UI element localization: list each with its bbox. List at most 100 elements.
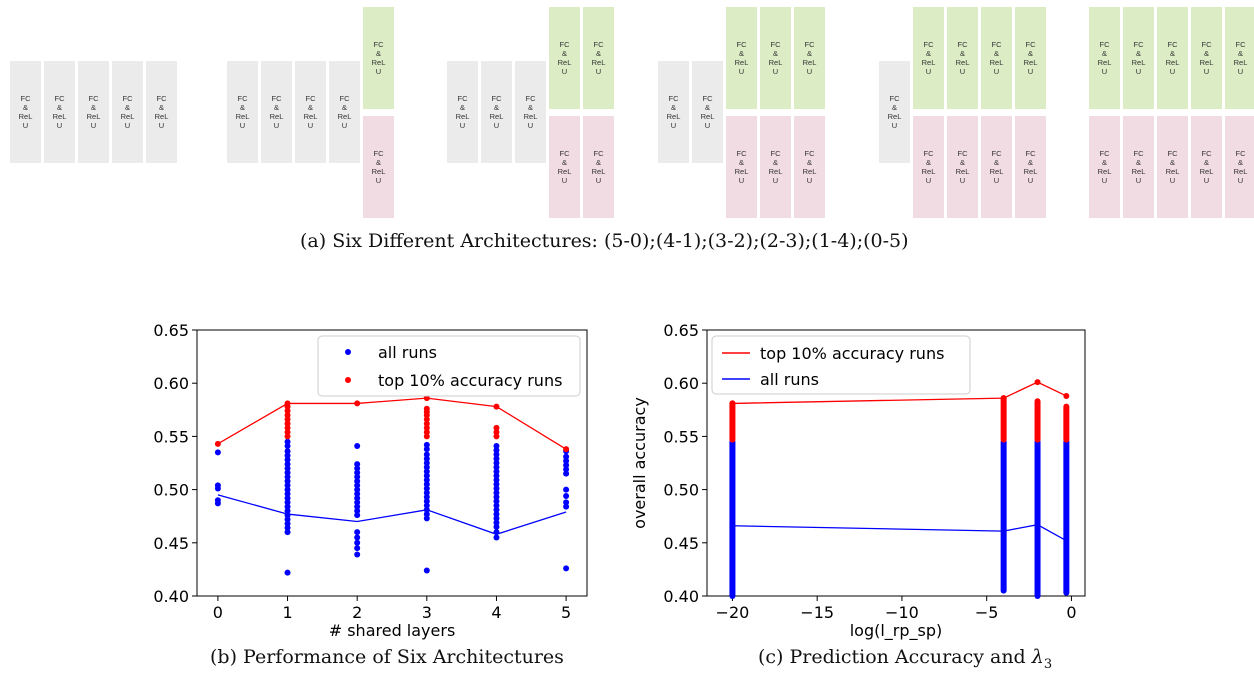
all-runs-point xyxy=(423,451,430,458)
top-runs-point xyxy=(423,424,430,431)
shared-layer-block: FC & ReL U xyxy=(515,61,546,163)
top-runs-point xyxy=(284,412,291,419)
x-tick-label: 3 xyxy=(422,603,432,622)
all-runs-point xyxy=(284,438,291,445)
top-runs-point xyxy=(284,407,291,414)
all-runs-point xyxy=(493,511,500,518)
all-runs-point xyxy=(423,460,430,466)
all-runs-point xyxy=(354,495,361,502)
all-runs-point xyxy=(493,489,500,496)
task-specific-layer-block-top: FC & ReL U xyxy=(726,7,757,109)
legend-all-runs-marker xyxy=(345,349,351,355)
top-runs-point xyxy=(493,429,500,436)
shared-layer-block: FC & ReL U xyxy=(261,61,292,163)
all-runs-point xyxy=(354,461,361,468)
all-runs-mean-line xyxy=(732,524,1067,542)
legend-top-runs-label: top 10% accuracy runs xyxy=(760,344,944,363)
all-runs-point xyxy=(493,494,500,501)
all-runs-point xyxy=(493,481,500,488)
top-runs-point xyxy=(284,433,291,440)
top-runs-mean-line xyxy=(732,381,1067,405)
all-runs-point xyxy=(354,499,361,506)
task-specific-layer-block-top: FC & ReL U xyxy=(794,7,825,109)
all-runs-point xyxy=(493,442,500,449)
caption-c: (c) Prediction Accuracy and λ3 xyxy=(758,646,1053,672)
all-runs-point xyxy=(493,460,500,466)
all-runs-point xyxy=(354,545,361,552)
plot-frame xyxy=(706,329,1086,597)
all-runs-point xyxy=(284,569,291,576)
all-runs-point xyxy=(563,453,570,460)
all-runs-point xyxy=(563,565,570,572)
all-runs-point xyxy=(284,507,291,514)
x-tick-label: −20 xyxy=(716,603,750,622)
task-specific-layer-block-bottom: FC & ReL U xyxy=(760,116,791,218)
top-runs-point xyxy=(423,433,430,440)
all-runs-point xyxy=(284,456,291,463)
all-runs-point xyxy=(284,478,291,485)
task-specific-layer-block-bottom: FC & ReL U xyxy=(583,116,614,218)
all-runs-point xyxy=(563,486,570,493)
chart-log-lambda: 0.40 0.45 0.50 0.55 0.60 0.65 −20 −15 −10 −5 0 log(… xyxy=(630,321,1086,640)
x-tick-label: 0 xyxy=(1066,603,1076,622)
all-runs-point xyxy=(354,512,361,519)
x-tick-label: −10 xyxy=(885,603,919,622)
top-runs-point xyxy=(493,433,500,440)
task-specific-layer-block-bottom: FC & ReL U xyxy=(1089,116,1120,218)
task-specific-layer-block-bottom: FC & ReL U xyxy=(1225,116,1254,218)
all-runs-point xyxy=(284,529,291,536)
all-runs-point xyxy=(423,498,430,505)
shared-layer-block: FC & ReL U xyxy=(692,61,723,163)
all-runs-point xyxy=(563,499,570,506)
shared-layer-block: FC & ReL U xyxy=(44,61,75,163)
task-specific-layer-block-bottom: FC & ReL U xyxy=(726,116,757,218)
shared-layer-block: FC & ReL U xyxy=(329,61,360,163)
x-tick-label: 1 xyxy=(282,603,292,622)
legend-top-runs-marker xyxy=(345,377,351,383)
all-runs-point xyxy=(354,539,361,546)
task-specific-layer-block-bottom: FC & ReL U xyxy=(549,116,580,218)
shared-layer-block: FC & ReL U xyxy=(146,61,177,163)
top-runs-point xyxy=(284,416,291,423)
all-runs-point xyxy=(493,447,500,454)
all-runs-point xyxy=(493,472,500,479)
architectures-diagram: FC & ReL U FC & ReL U FC & ReL U FC & ReL U… xyxy=(0,0,1254,222)
task-specific-layer-block-bottom: FC & ReL U xyxy=(1123,116,1154,218)
y-tick-label: 0.40 xyxy=(663,587,699,606)
y-tick-label: 0.50 xyxy=(663,481,699,500)
all-runs-point xyxy=(493,498,500,505)
all-runs-point xyxy=(214,500,221,507)
shared-layer-block: FC & ReL U xyxy=(447,61,478,163)
all-runs-point xyxy=(354,442,361,449)
all-runs-point xyxy=(423,472,430,479)
task-specific-layer-block-top: FC & ReL U xyxy=(1015,7,1046,109)
task-specific-layer-block-top: FC & ReL U xyxy=(363,7,394,109)
task-specific-layer-block-top: FC & ReL U xyxy=(1157,7,1188,109)
task-specific-layer-block-top: FC & ReL U xyxy=(760,7,791,109)
shared-layer-block: FC & ReL U xyxy=(879,61,910,163)
all-runs-point xyxy=(284,495,291,502)
all-runs-point xyxy=(354,503,361,510)
x-tick-label: 4 xyxy=(491,603,501,622)
all-runs-point xyxy=(423,468,430,475)
all-runs-point xyxy=(284,516,291,523)
y-tick-label: 0.40 xyxy=(153,587,189,606)
all-runs-point xyxy=(423,502,430,509)
shared-layer-block: FC & ReL U xyxy=(112,61,143,163)
all-runs-point xyxy=(354,486,361,493)
x-tick-label: 0 xyxy=(213,603,223,622)
all-runs-point xyxy=(284,465,291,472)
all-runs-point xyxy=(493,506,500,513)
all-runs-point xyxy=(284,520,291,527)
top-runs-point xyxy=(423,429,430,436)
all-runs-point xyxy=(423,567,430,574)
all-runs-point xyxy=(493,515,500,522)
task-specific-layer-block-bottom: FC & ReL U xyxy=(1191,116,1222,218)
all-runs-point xyxy=(493,523,500,530)
all-runs-point xyxy=(354,469,361,476)
all-runs-point xyxy=(563,503,570,510)
x-tick-label: 2 xyxy=(352,603,362,622)
legend-box xyxy=(711,335,971,395)
all-runs-point xyxy=(423,446,430,453)
top-runs-point xyxy=(284,403,291,410)
